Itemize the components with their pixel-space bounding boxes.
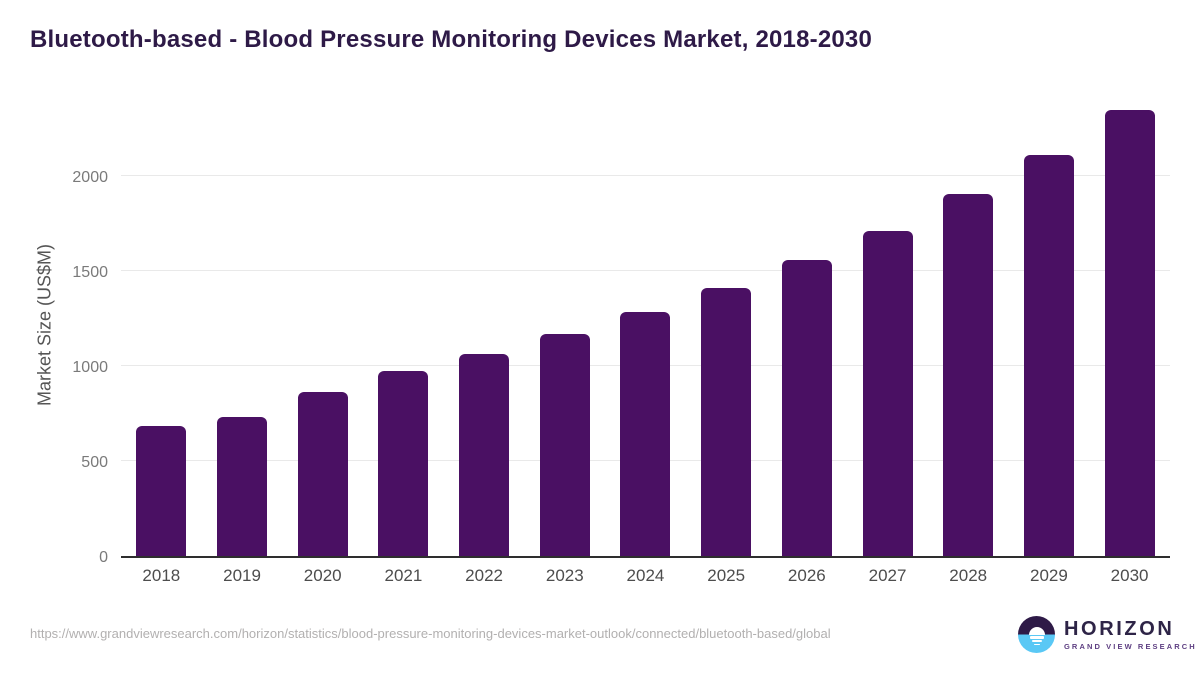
x-tick-label: 2030 xyxy=(1110,566,1149,585)
wave-line xyxy=(1031,640,1042,642)
bar-2023[interactable] xyxy=(539,333,590,556)
bar-2021[interactable] xyxy=(378,370,429,556)
wave-line xyxy=(1029,636,1044,639)
bar-2030[interactable] xyxy=(1104,110,1155,556)
x-tick-label: 2022 xyxy=(465,566,503,585)
bar-2026[interactable] xyxy=(781,259,832,556)
gridline xyxy=(121,270,1170,272)
bar-2029[interactable] xyxy=(1023,154,1074,556)
bar-2027[interactable] xyxy=(862,230,913,556)
logo-text: HORIZON GRAND VIEW RESEARCH xyxy=(1064,619,1197,651)
bar-2020[interactable] xyxy=(297,391,348,556)
source-url: https://www.grandviewresearch.com/horizo… xyxy=(30,626,831,641)
logo-subtext: GRAND VIEW RESEARCH xyxy=(1064,642,1197,651)
x-tick-label: 2027 xyxy=(868,566,907,585)
bar-2018[interactable] xyxy=(136,426,187,556)
bar-slot xyxy=(1089,93,1170,556)
bar-slot xyxy=(1009,93,1090,556)
bar-2025[interactable] xyxy=(701,288,752,556)
bar-slot xyxy=(928,93,1009,556)
y-tick-label: 500 xyxy=(81,454,108,472)
gridline xyxy=(121,175,1170,177)
horizon-logo: HORIZON GRAND VIEW RESEARCH xyxy=(1018,616,1197,653)
wave-line xyxy=(1033,643,1040,645)
chart-title: Bluetooth-based - Blood Pressure Monitor… xyxy=(30,26,873,53)
x-tick-label: 2029 xyxy=(1029,566,1068,585)
horizon-sunset-icon xyxy=(1018,616,1055,653)
bar-slot xyxy=(686,93,767,556)
x-tick-label: 2021 xyxy=(384,566,423,585)
bar-slot xyxy=(847,93,928,556)
y-tick-label: 2000 xyxy=(72,169,108,187)
x-axis-ticks: 2018 2019 2020 2021 2022 2023 2024 2025 2026 2027… xyxy=(121,566,1170,586)
x-tick-label: 2023 xyxy=(545,566,584,585)
bar-slot xyxy=(121,93,202,556)
bar-slot xyxy=(282,93,363,556)
sun-shape xyxy=(1028,626,1045,635)
bar-slot xyxy=(605,93,686,556)
bar-slot xyxy=(767,93,848,556)
bar-slot xyxy=(444,93,525,556)
y-axis-ticks: 0 500 1000 1500 2000 xyxy=(0,0,108,675)
bar-slot xyxy=(202,93,283,556)
logo-name: HORIZON xyxy=(1064,618,1175,640)
y-tick-label: 1000 xyxy=(72,359,108,377)
x-tick-label: 2028 xyxy=(949,566,988,585)
bar-2022[interactable] xyxy=(459,353,510,556)
bar-2028[interactable] xyxy=(943,193,994,556)
y-tick-label: 1500 xyxy=(72,264,108,282)
x-tick-label: 2020 xyxy=(303,566,342,585)
x-tick-label: 2025 xyxy=(707,566,746,585)
bar-series xyxy=(121,93,1170,556)
x-tick-label: 2019 xyxy=(223,566,261,585)
bar-slot xyxy=(524,93,605,556)
bar-2024[interactable] xyxy=(620,312,671,556)
bar-slot xyxy=(363,93,444,556)
x-tick-label: 2024 xyxy=(626,566,665,585)
x-tick-label: 2026 xyxy=(787,566,826,585)
y-tick-label: 0 xyxy=(99,549,108,566)
bar-2019[interactable] xyxy=(217,416,268,556)
plot-area xyxy=(121,93,1170,558)
x-tick-label: 2018 xyxy=(142,566,181,585)
